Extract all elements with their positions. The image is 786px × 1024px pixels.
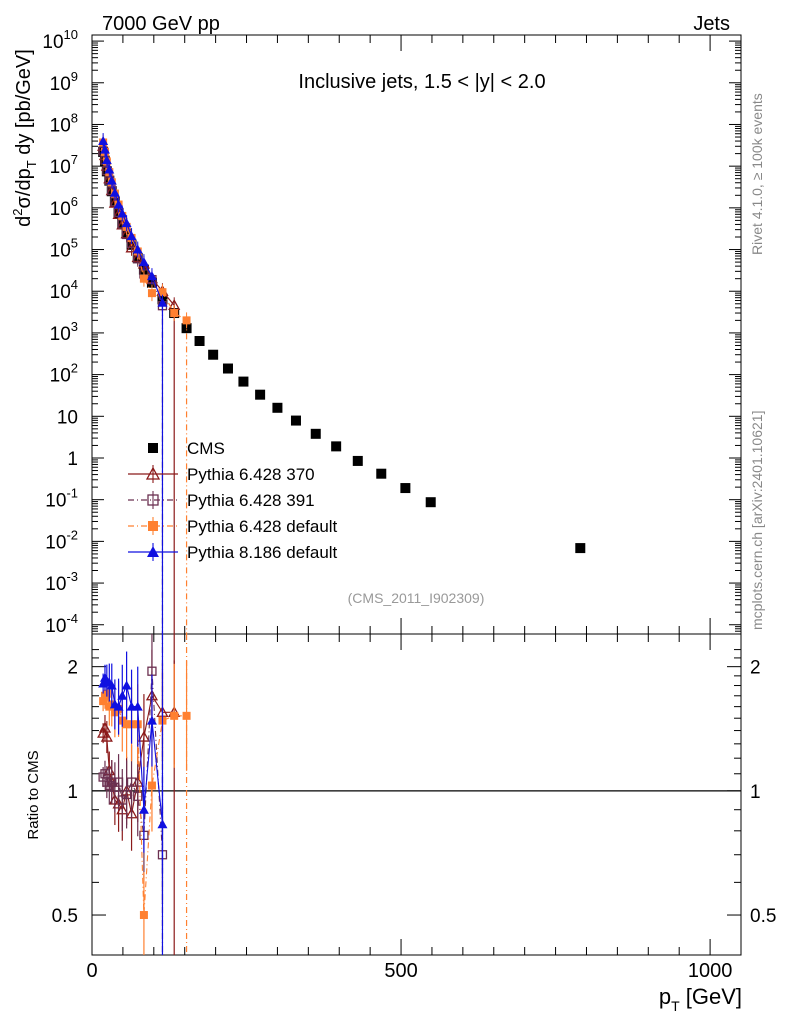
ratio-point-p8def [146,715,157,725]
ratio-point-p391 [126,777,137,787]
data-point-cms [376,468,387,479]
legend-marker-p391 [147,494,159,506]
data-point-p8def [109,187,120,197]
ratio-point-p6def [139,911,148,920]
analysis-id: (CMS_2011_I902309) [348,590,485,606]
data-point-cms [208,349,219,360]
y-tick-label: 10 [57,407,78,428]
data-point-cms [425,497,436,508]
data-point-cms [310,428,321,439]
ratio-y-tick-label-right: 1 [750,782,761,803]
ratio-point-p370 [137,730,151,742]
ratio-point-p6def [99,697,108,706]
data-point-p8def [104,164,115,174]
ratio-panel-frame [91,633,742,956]
rivet-label: Rivet 4.1.0, ≥ 100k events [749,93,765,255]
ratio-point-p391 [107,777,117,787]
ratio-point-p391 [133,791,143,801]
data-point-p6def [182,316,191,325]
y-tick-label: 103 [50,319,78,345]
legend-marker-cms [148,443,158,453]
data-point-cms [575,543,586,554]
y-tick-label: 10-4 [45,611,78,637]
ratio-point-p6def [147,781,156,790]
data-point-p6def [170,309,179,318]
data-point-p8def [106,175,117,185]
ratio-point-p6def [170,711,179,720]
series-line-p370 [102,146,175,306]
legend-marker-p370 [145,466,161,480]
data-point-p6def [147,289,156,298]
ratio-point-p8def [113,701,124,711]
data-point-p8def [146,271,157,281]
main-ylabel: d2σ/dpT dy [pb/GeV] [10,49,39,227]
ratio-ylabel: Ratio to CMS [25,750,42,839]
y-tick-label: 105 [50,236,78,262]
ratio-point-p8def [138,804,149,814]
y-tick-label: 10-2 [45,527,78,553]
data-point-cms [352,455,363,466]
data-point-p8def [98,136,109,146]
ratio-y-tick-label-right: 2 [750,658,761,679]
y-tick-label: 109 [50,69,78,95]
ratio-y-tick-label-right: 0.5 [750,906,776,927]
data-point-p6def [139,274,148,283]
data-point-p6def [158,288,167,297]
y-tick-label: 1 [67,449,78,470]
x-axis-label: pT [GeV] [659,984,742,1014]
data-point-cms [331,441,342,452]
x-tick-label: 500 [384,960,417,982]
x-tick-label: 1000 [688,960,733,982]
legend-label-cms: CMS [187,439,225,458]
y-tick-label: 10-1 [45,486,78,512]
ratio-y-tick-label: 0.5 [52,906,78,927]
ratio-point-p391 [121,789,132,800]
ratio-point-p8def [121,680,132,690]
y-tick-label: 10-3 [45,569,78,595]
data-point-cms [238,376,249,387]
legend-label-p370: Pythia 6.428 370 [187,465,315,484]
ratio-point-p370 [98,721,112,733]
legend-label-p8def: Pythia 8.186 default [187,543,338,562]
data-point-p8def [99,144,110,154]
data-point-cms [194,336,205,347]
series-line-p6def [102,142,187,321]
mcplots-label: mcplots.cern.ch [arXiv:2401.10621] [749,411,765,630]
data-point-cms [222,363,233,374]
legend-marker-p8def [147,546,159,557]
data-point-cms [255,389,266,400]
category-label: Jets [693,13,730,35]
ratio-point-p8def [117,690,128,700]
y-tick-label: 106 [50,194,78,220]
data-point-p8def [117,208,128,218]
ratio-point-p6def [122,720,131,729]
data-point-cms [272,402,283,413]
y-tick-label: 107 [50,152,78,178]
y-tick-label: 108 [50,110,78,136]
data-point-cms [400,483,411,494]
x-tick-label: 0 [86,960,97,982]
data-point-p8def [138,257,149,267]
beam-label: 7000 GeV pp [102,13,220,35]
ratio-point-p370 [100,730,113,742]
chart-title: Inclusive jets, 1.5 < |y| < 2.0 [298,71,545,93]
y-tick-label: 104 [50,277,78,303]
data-point-p8def [157,297,168,307]
legend-marker-p6def [148,521,158,531]
y-tick-label: 1010 [42,27,78,53]
data-point-p8def [132,244,143,254]
data-point-p8def [121,218,132,228]
ratio-point-p8def [132,701,143,711]
legend-label-p6def: Pythia 6.428 default [187,517,338,536]
ratio-y-tick-label: 1 [67,782,78,803]
y-tick-label: 102 [50,361,78,387]
ratio-y-tick-label: 2 [67,658,78,679]
data-point-p8def [113,199,124,209]
data-point-cms [290,415,301,426]
data-point-p8def [126,231,137,241]
legend-label-p391: Pythia 6.428 391 [187,491,315,510]
